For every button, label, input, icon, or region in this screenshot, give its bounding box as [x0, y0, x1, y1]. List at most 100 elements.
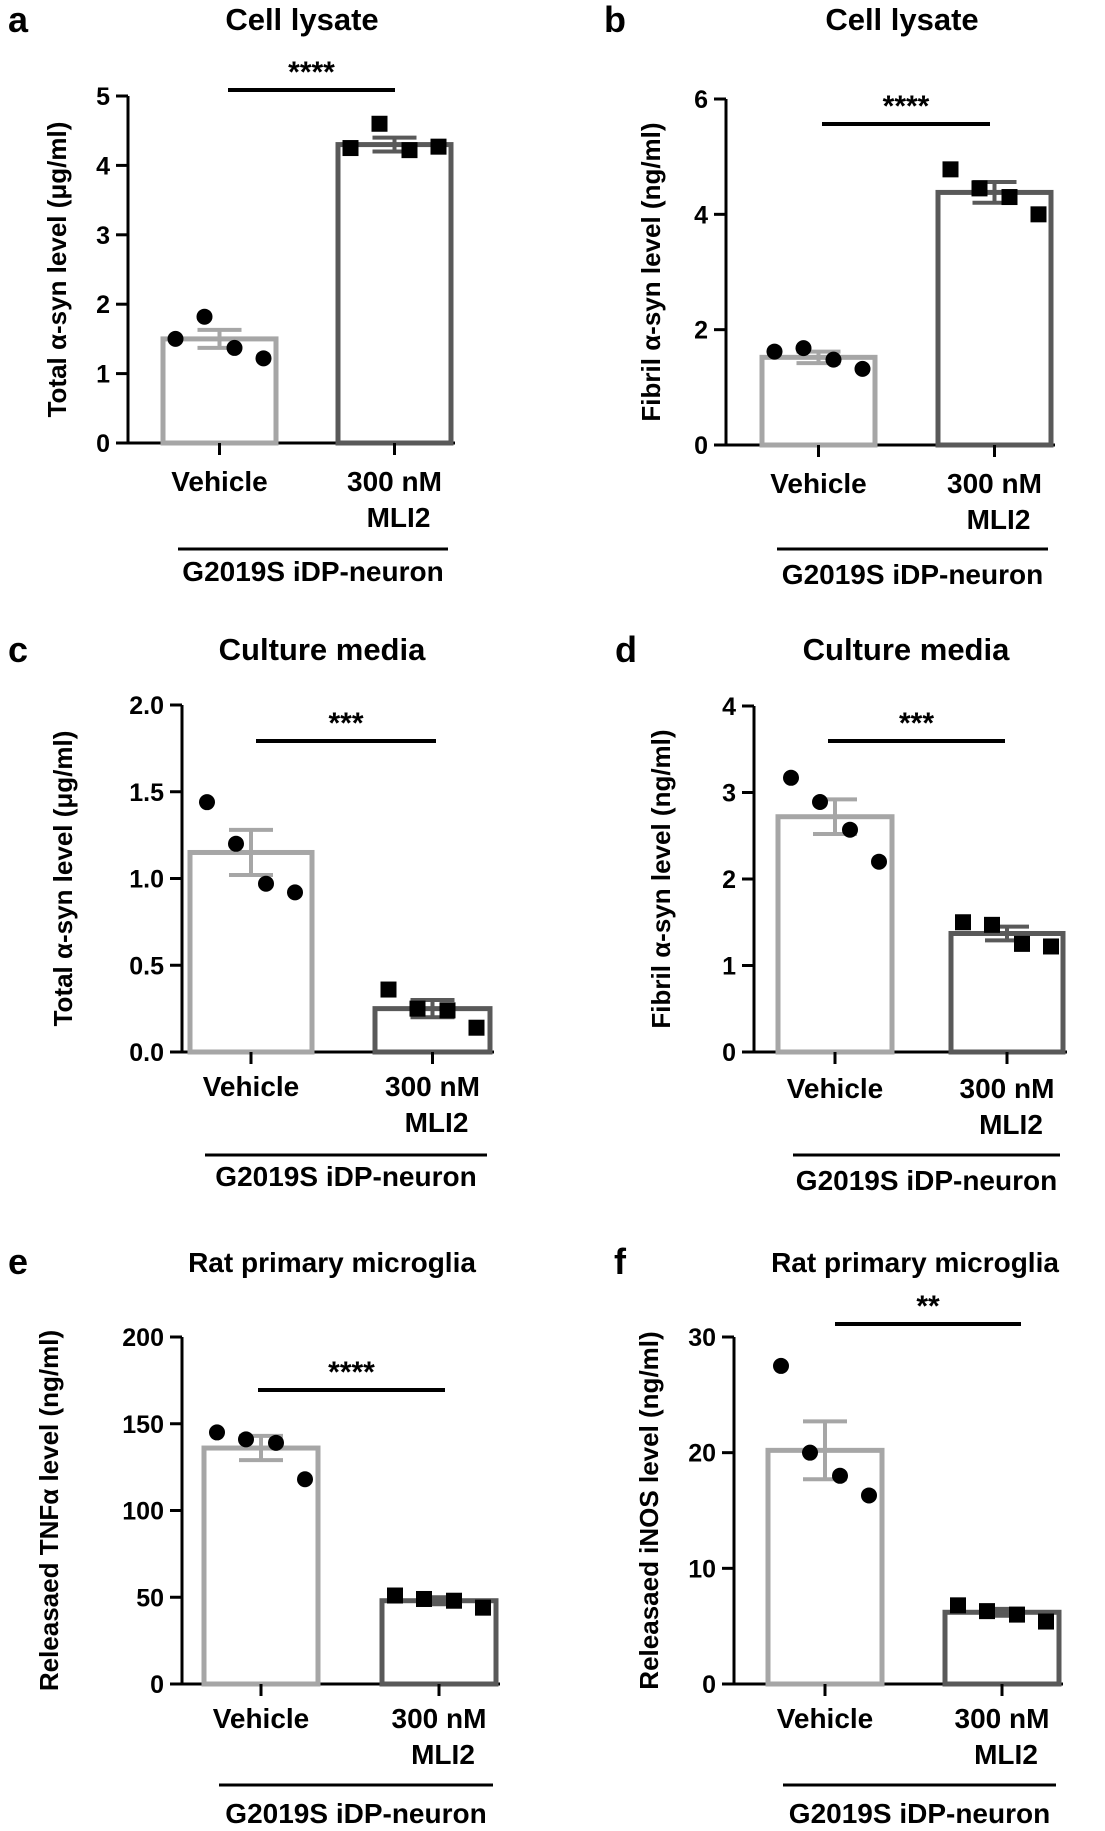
y-axis-label: Releasaed TNFα level (ng/ml)	[34, 1330, 64, 1691]
group-label: G2019S iDP-neuron	[215, 1161, 476, 1192]
group-label: G2019S iDP-neuron	[782, 559, 1043, 590]
x-category-label: 300 nM	[392, 1703, 487, 1734]
data-point	[950, 1597, 966, 1614]
y-axis-label: Total α-syn level (μg/ml)	[42, 122, 72, 418]
data-point	[401, 142, 418, 159]
panel-a: a Cell lysate 0 1 2 3 4 5 Total α-syn level (μg/…	[8, 0, 455, 587]
data-point	[371, 115, 388, 132]
significance-stars: **	[916, 1290, 940, 1323]
data-point	[238, 1431, 254, 1448]
data-point	[430, 138, 447, 155]
data-point	[409, 1000, 426, 1017]
chart-title: Culture media	[803, 632, 1010, 667]
y-tick-label: 1.5	[129, 779, 164, 807]
data-point	[812, 794, 828, 811]
data-point	[439, 1002, 456, 1019]
significance-stars: ****	[883, 90, 930, 123]
x-category-label: 300 nM	[947, 468, 1042, 499]
x-category-label: 300 nM	[385, 1071, 480, 1102]
data-point	[942, 161, 959, 178]
bar-vehicle	[775, 814, 895, 1055]
significance-stars: ****	[288, 56, 335, 89]
y-tick-label: 2.0	[129, 692, 164, 720]
data-point	[228, 835, 244, 852]
significance-stars: ****	[328, 1356, 375, 1389]
data-point	[342, 140, 359, 157]
y-tick-label: 10	[688, 1555, 716, 1583]
x-category-label: MLI2	[974, 1739, 1038, 1770]
panel-letter: d	[615, 629, 637, 670]
data-point	[167, 330, 184, 347]
data-point	[287, 884, 303, 901]
panel-f: f Rat primary microglia 0 10 20 30 Releasaed i…	[614, 1241, 1063, 1829]
data-point	[416, 1590, 432, 1607]
data-point	[802, 1444, 818, 1461]
panel-letter: c	[8, 629, 28, 670]
y-tick-label: 0.5	[129, 952, 164, 980]
y-tick-label: 1	[96, 361, 110, 389]
y-tick-label: 6	[694, 86, 708, 114]
bar-vehicle	[187, 849, 315, 1055]
x-category-label: MLI2	[411, 1739, 475, 1770]
data-point	[854, 360, 871, 377]
bar-mli2	[935, 189, 1054, 448]
y-tick-label: 50	[136, 1584, 164, 1612]
bar-mli2	[335, 142, 454, 446]
y-axis-label: Releasaed iNOS level (ng/ml)	[634, 1331, 664, 1689]
data-point	[984, 916, 1000, 933]
data-point	[209, 1424, 225, 1441]
data-point	[955, 914, 971, 931]
data-point	[971, 180, 988, 197]
data-point	[825, 351, 842, 368]
data-point	[196, 308, 213, 325]
data-point	[773, 1357, 789, 1374]
chart-title: Rat primary microglia	[771, 1247, 1059, 1278]
data-point	[268, 1434, 284, 1451]
y-tick-label: 0	[150, 1671, 164, 1699]
x-category-label: MLI2	[979, 1109, 1043, 1140]
y-tick-label: 100	[122, 1498, 164, 1526]
x-category-label: Vehicle	[787, 1073, 884, 1104]
panel-c: c Culture media 0.0 0.5 1.0 1.5 2.0 Total α-syn…	[8, 629, 494, 1192]
y-tick-label: 3	[96, 222, 110, 250]
y-tick-label: 0.0	[129, 1039, 164, 1067]
data-point	[861, 1487, 877, 1504]
chart-title: Cell lysate	[225, 2, 378, 37]
y-tick-label: 30	[688, 1324, 716, 1352]
x-category-label: MLI2	[405, 1107, 469, 1138]
group-label: G2019S iDP-neuron	[182, 556, 443, 587]
x-category-label: MLI2	[367, 502, 431, 533]
x-category-label: 300 nM	[960, 1073, 1055, 1104]
x-category-label: Vehicle	[213, 1703, 310, 1734]
y-tick-label: 0	[702, 1671, 716, 1699]
group-label: G2019S iDP-neuron	[789, 1798, 1050, 1829]
data-point	[1001, 189, 1018, 206]
panel-d: d Culture media 0 1 2 3 4 Fibril α-syn level (n…	[615, 629, 1067, 1196]
data-point	[468, 1019, 485, 1036]
bar-vehicle	[765, 1447, 885, 1687]
data-point	[1014, 935, 1030, 952]
y-tick-label: 2	[694, 317, 708, 345]
x-category-label: 300 nM	[347, 466, 442, 497]
chart-title: Cell lysate	[825, 2, 978, 37]
data-point	[199, 794, 215, 811]
x-category-label: Vehicle	[777, 1703, 874, 1734]
data-point	[258, 875, 274, 892]
significance-stars: ***	[899, 707, 934, 740]
chart-title: Rat primary microglia	[188, 1247, 476, 1278]
x-category-label: Vehicle	[171, 466, 268, 497]
y-tick-label: 200	[122, 1324, 164, 1352]
data-point	[1030, 206, 1047, 223]
data-point	[766, 343, 783, 360]
y-axis-label: Fibril α-syn level (ng/ml)	[636, 122, 666, 421]
y-tick-label: 4	[722, 693, 736, 721]
y-axis-label: Total α-syn level (μg/ml)	[48, 731, 78, 1027]
data-point	[871, 853, 887, 870]
x-category-label: MLI2	[967, 504, 1031, 535]
data-point	[475, 1599, 491, 1616]
data-point	[1043, 938, 1059, 955]
panel-e: e Rat primary microglia 0 50 100 150 200 Releas…	[8, 1241, 500, 1829]
group-label: G2019S iDP-neuron	[225, 1798, 486, 1829]
data-point	[446, 1592, 462, 1609]
